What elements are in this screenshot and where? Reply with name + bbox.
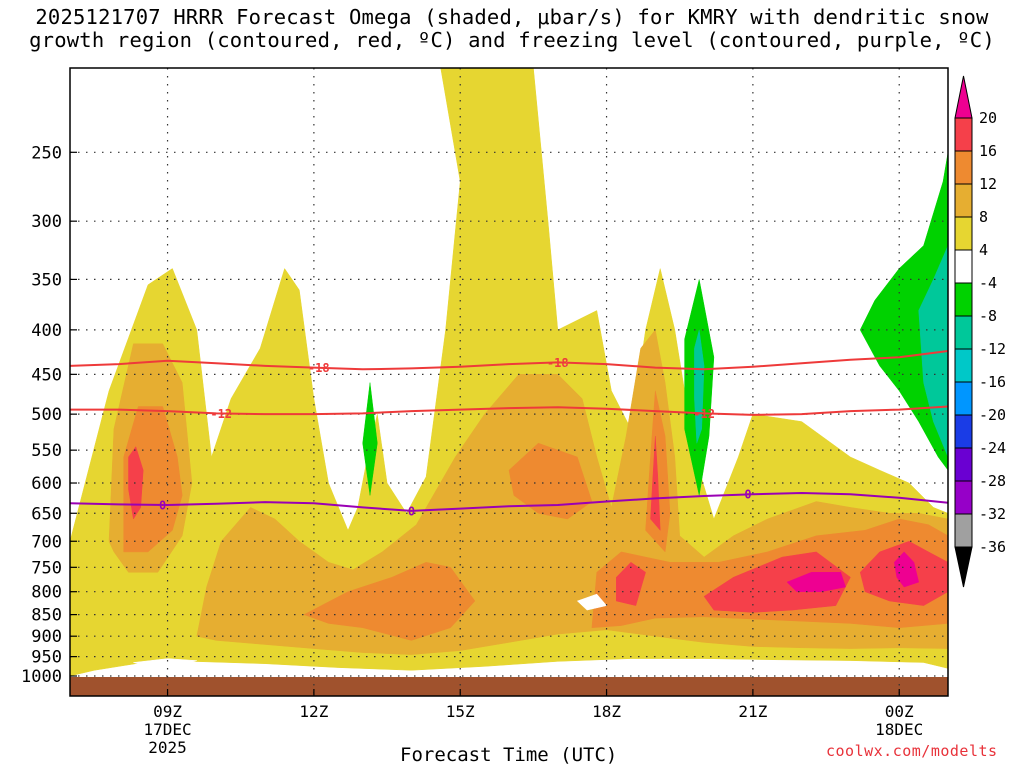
colorbar-bin [954, 183, 973, 218]
x-tick-label: 18Z [592, 702, 621, 721]
omega-white-pocket [576, 593, 608, 611]
y-tick-label: 950 [31, 648, 62, 668]
colorbar-bin [954, 414, 973, 449]
title-line-1: 2025121707 HRRR Forecast Omega (shaded, … [35, 5, 989, 29]
omega-region [616, 562, 646, 606]
colorbar-label: -16 [979, 373, 1006, 391]
colorbar-label: -20 [979, 406, 1006, 424]
y-tick-label: 300 [31, 212, 62, 232]
contour-label: -12 [693, 407, 715, 421]
colorbar: 20 16 12 8 4 -4 -8 -12 -16 -20 -24 -28 -32 -36 [954, 75, 1006, 588]
y-tick-label: 350 [31, 270, 62, 290]
omega-region [123, 406, 183, 553]
colorbar-label: 8 [979, 208, 988, 226]
colorbar-bin [954, 315, 973, 350]
x-tick-label: 15Z [446, 702, 475, 721]
colorbar-bin [954, 216, 973, 251]
x-tick-label: 00Z [885, 702, 914, 721]
colorbar-bin [954, 381, 973, 416]
y-tick-label: 500 [31, 405, 62, 425]
colorbar-label: -8 [979, 307, 997, 325]
title-line-2: growth region (contoured, red, ºC) and f… [29, 28, 995, 52]
omega-region [918, 245, 948, 458]
y-tick-label: 600 [31, 474, 62, 494]
colorbar-label: -32 [979, 505, 1006, 523]
axes: 2503003504004505005506006507007508008509… [21, 67, 949, 757]
contour-label: -12 [210, 407, 232, 421]
colorbar-label: 16 [979, 142, 997, 160]
omega-region [703, 551, 851, 613]
chart-title: 2025121707 HRRR Forecast Omega (shaded, … [0, 6, 1024, 52]
x-tick-label: 21Z [738, 702, 767, 721]
colorbar-label: 20 [979, 109, 997, 127]
x-tick-label: 09Z [153, 702, 182, 721]
colorbar-bin [954, 480, 973, 515]
y-tick-label: 650 [31, 504, 62, 524]
y-tick-label: 1000 [21, 667, 62, 687]
contour-freezing_level_0C [69, 491, 949, 512]
colorbar-top-triangle [954, 75, 973, 119]
omega-region [303, 562, 476, 641]
contour-label: -18 [308, 361, 330, 375]
contour-dendritic_snow_growth_-12C [70, 405, 949, 416]
omega-region [508, 442, 593, 520]
x-tick-label: 12Z [299, 702, 328, 721]
omega-region [786, 572, 846, 592]
colorbar-label: -28 [979, 472, 1006, 490]
colorbar-bin [954, 150, 973, 185]
contour-label: 0 [408, 504, 415, 518]
x-tick-year: 2025 [148, 738, 187, 757]
colorbar-label: 12 [979, 175, 997, 193]
contour-label: 0 [744, 488, 751, 502]
y-tick-label: 400 [31, 321, 62, 341]
plot-area [70, 68, 948, 696]
contour-label: 0 [159, 499, 166, 513]
y-tick-label: 850 [31, 606, 62, 626]
contour-label: -18 [547, 356, 569, 370]
colorbar-label: -24 [979, 439, 1006, 457]
omega-white-pocket [133, 658, 197, 667]
x-tick-date: 17DEC [143, 720, 191, 739]
y-tick-label: 550 [31, 441, 62, 461]
colorbar-bin [954, 117, 973, 152]
y-tick-label: 250 [31, 143, 62, 163]
colorbar-bottom-triangle [954, 546, 973, 588]
y-tick-label: 700 [31, 532, 62, 552]
colorbar-bin [954, 348, 973, 383]
x-axis-label: Forecast Time (UTC) [400, 744, 618, 766]
omega-region [894, 551, 919, 588]
colorbar-bin [954, 249, 973, 284]
y-tick-label: 800 [31, 583, 62, 603]
omega-region [362, 382, 378, 496]
omega-shading [70, 68, 948, 696]
colorbar-label: 4 [979, 241, 988, 259]
gridlines [70, 68, 948, 696]
plot-frame [69, 67, 949, 697]
y-tick-label: 750 [31, 558, 62, 578]
colorbar-bin [954, 513, 973, 548]
contour-dendritic_snow_growth_-18C [69, 350, 949, 371]
credit-link[interactable]: coolwx.com/modelts [826, 742, 998, 760]
terrain-block [70, 677, 948, 696]
omega-region [694, 329, 705, 444]
colorbar-label: -12 [979, 340, 1006, 358]
colorbar-bin [954, 447, 973, 482]
y-tick-label: 900 [31, 627, 62, 647]
omega-region [128, 446, 144, 520]
y-tick-label: 450 [31, 365, 62, 385]
x-tick-date: 18DEC [875, 720, 923, 739]
omega-white-pocket [621, 660, 744, 667]
colorbar-label: -36 [979, 538, 1006, 556]
colorbar-label: -4 [979, 274, 997, 292]
colorbar-bin [954, 282, 973, 317]
contour-lines: -18 -18 -12 -12 0 0 0 [69, 350, 949, 518]
